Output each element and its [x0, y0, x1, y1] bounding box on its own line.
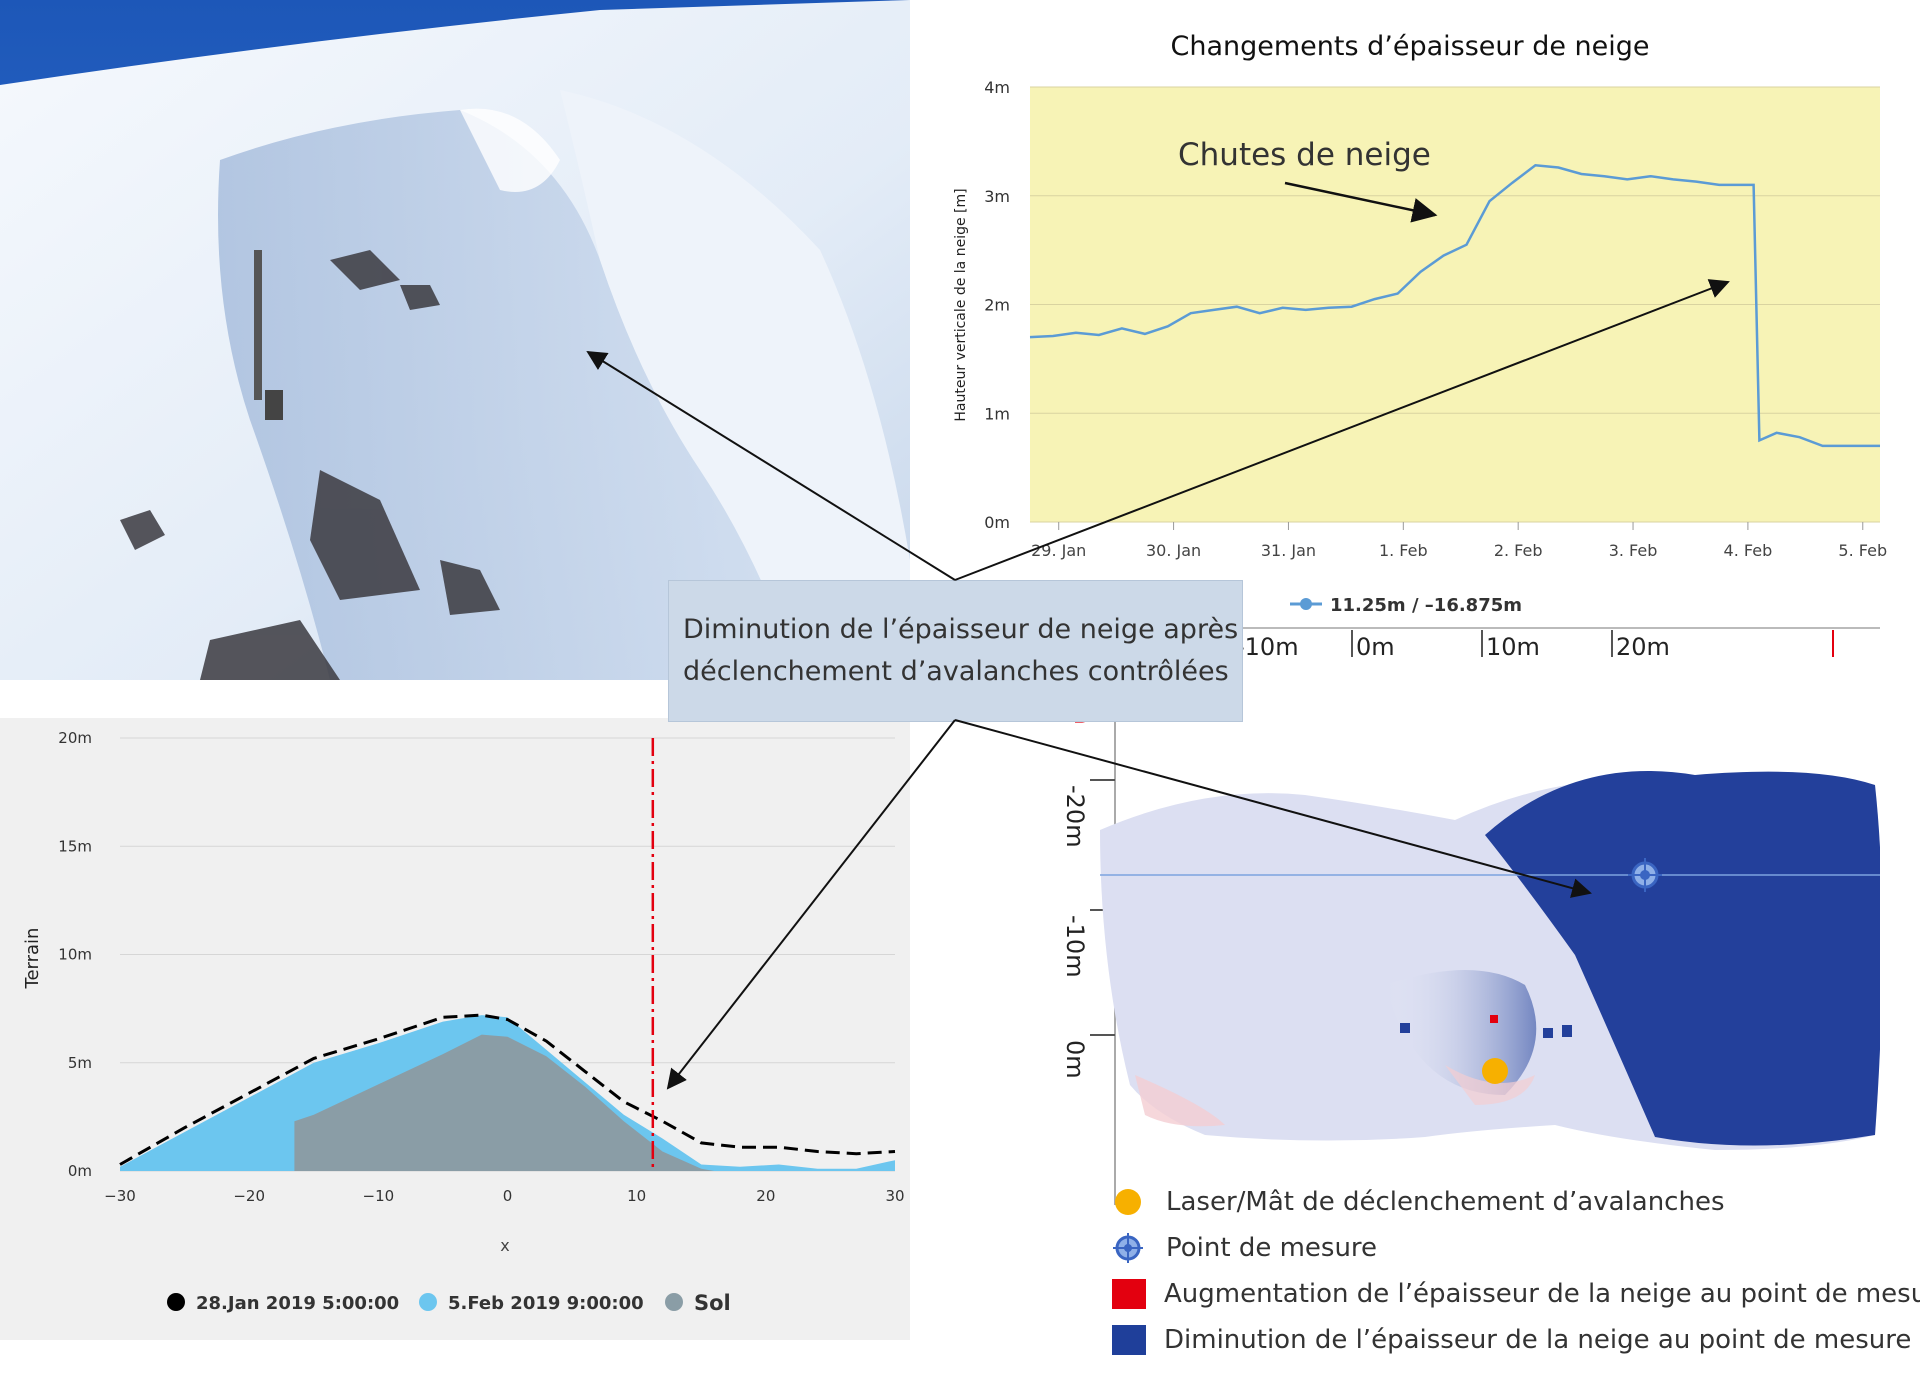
terrain-ylabel: Terrain	[22, 928, 43, 990]
terrain-xtick-label: 10	[627, 1187, 646, 1205]
map-xtick-label: -10m	[1236, 633, 1299, 661]
map-xtick-label: 0m	[1356, 633, 1395, 661]
terrain-ytick-label: 10m	[58, 946, 92, 964]
measurement-point-icon	[1628, 858, 1662, 892]
snow-ytick-label: 2m	[984, 296, 1010, 315]
terrain-svg: 0m 5m 10m 15m 20m −30 −20 −10 0 10 20 30 Terrain x…	[0, 718, 910, 1340]
map-xtick-label: 10m	[1486, 633, 1540, 661]
snow-xtick-label: 4. Feb	[1724, 541, 1773, 560]
snow-ytick-label: 3m	[984, 187, 1010, 206]
avalanche-photo	[0, 0, 910, 680]
map-xtick-label: 20m	[1616, 633, 1670, 661]
snow-depth-svg: Changements d’épaisseur de neige 0m 1m 2m 3…	[953, 31, 1887, 616]
map-ytick-label: -20m	[1061, 785, 1089, 848]
orange-dot-icon	[1112, 1187, 1148, 1217]
map-legend: Laser/Mât de déclenchement d’avalanches …	[1112, 1180, 1920, 1370]
legend-row-laser: Laser/Mât de déclenchement d’avalanches	[1112, 1180, 1725, 1224]
red-square-icon	[1112, 1279, 1146, 1309]
snow-legend-marker	[1300, 598, 1312, 610]
terrain-sol-area	[294, 1034, 715, 1171]
legend-feb-dot	[419, 1293, 437, 1311]
snowfall-annotation: Chutes de neige	[1178, 137, 1431, 173]
legend-row-point: Point de mesure	[1112, 1226, 1377, 1270]
legend-jan-label: 28.Jan 2019 5:00:00	[196, 1293, 399, 1314]
snowfall-arrow	[1284, 181, 1438, 223]
terrain-profile-chart: 0m 5m 10m 15m 20m −30 −20 −10 0 10 20 30 Terrain x…	[0, 718, 910, 1340]
map-ytick-label: 0m	[1061, 1040, 1089, 1079]
snow-xtick-label: 31. Jan	[1261, 541, 1316, 560]
laser-mast-icon	[1482, 1058, 1508, 1084]
snow-legend-label: 11.25m / –16.875m	[1330, 595, 1522, 616]
terrain-jan-line	[119, 1013, 896, 1166]
snow-xtick-label: 2. Feb	[1494, 541, 1543, 560]
callout-text: Diminution de l’épaisseur de neige après…	[683, 614, 1239, 687]
snow-slope-image	[0, 0, 910, 680]
increase-marker	[1490, 1015, 1498, 1023]
snow-xtick-label: 1. Feb	[1379, 541, 1428, 560]
terrain-xtick-label: 0	[503, 1187, 513, 1205]
terrain-xlabel: x	[500, 1236, 509, 1255]
snow-ytick-label: 0m	[984, 513, 1010, 532]
terrain-ytick-label: 15m	[58, 837, 92, 855]
terrain-ytick-label: 20m	[58, 729, 92, 747]
terrain-ytick-label: 0m	[68, 1162, 92, 1180]
snow-ytick-label: 4m	[984, 78, 1010, 97]
mast-icon	[254, 250, 262, 400]
terrain-ytick-label: 5m	[68, 1054, 92, 1072]
legend-sol-label: Sol	[694, 1291, 731, 1315]
snow-chart-title: Changements d’épaisseur de neige	[1171, 31, 1650, 62]
callout-box: Diminution de l’épaisseur de neige après…	[668, 580, 1243, 722]
terrain-legend: 28.Jan 2019 5:00:00 5.Feb 2019 9:00:00 S…	[167, 1291, 731, 1315]
legend-label-decrease: Diminution de l’épaisseur de la neige au…	[1164, 1325, 1912, 1355]
snow-legend: 11.25m / –16.875m	[1290, 595, 1522, 616]
blue-square-icon	[1112, 1325, 1146, 1355]
terrain-xtick-label: −30	[104, 1187, 136, 1205]
measurement-point-icon	[1112, 1233, 1148, 1263]
terrain-xtick-label: −20	[233, 1187, 265, 1205]
legend-jan-dot	[167, 1293, 185, 1311]
terrain-xtick-label: 20	[756, 1187, 775, 1205]
snow-xtick-label: 3. Feb	[1609, 541, 1658, 560]
legend-label-laser: Laser/Mât de déclenchement d’avalanches	[1166, 1187, 1725, 1217]
legend-label-increase: Augmentation de l’épaisseur de la neige …	[1164, 1279, 1920, 1309]
snow-xtick-label: 29. Jan	[1031, 541, 1086, 560]
legend-row-increase: Augmentation de l’épaisseur de la neige …	[1112, 1272, 1920, 1316]
map-ytick-label: -10m	[1061, 915, 1089, 978]
snow-ytick-label: 1m	[984, 404, 1010, 423]
legend-sol-dot	[665, 1293, 683, 1311]
legend-feb-label: 5.Feb 2019 9:00:00	[448, 1293, 644, 1314]
terrain-xtick-label: 30	[885, 1187, 904, 1205]
legend-row-decrease: Diminution de l’épaisseur de la neige au…	[1112, 1318, 1911, 1362]
snow-xtick-label: 30. Jan	[1146, 541, 1201, 560]
legend-label-point: Point de mesure	[1166, 1233, 1378, 1263]
snow-xtick-label: 5. Feb	[1838, 541, 1887, 560]
snow-ylabel: Hauteur verticale de la neige [m]	[953, 188, 969, 421]
terrain-xtick-label: −10	[363, 1187, 395, 1205]
snow-depth-chart: Changements d’épaisseur de neige 0m 1m 2m 3…	[910, 0, 1920, 640]
